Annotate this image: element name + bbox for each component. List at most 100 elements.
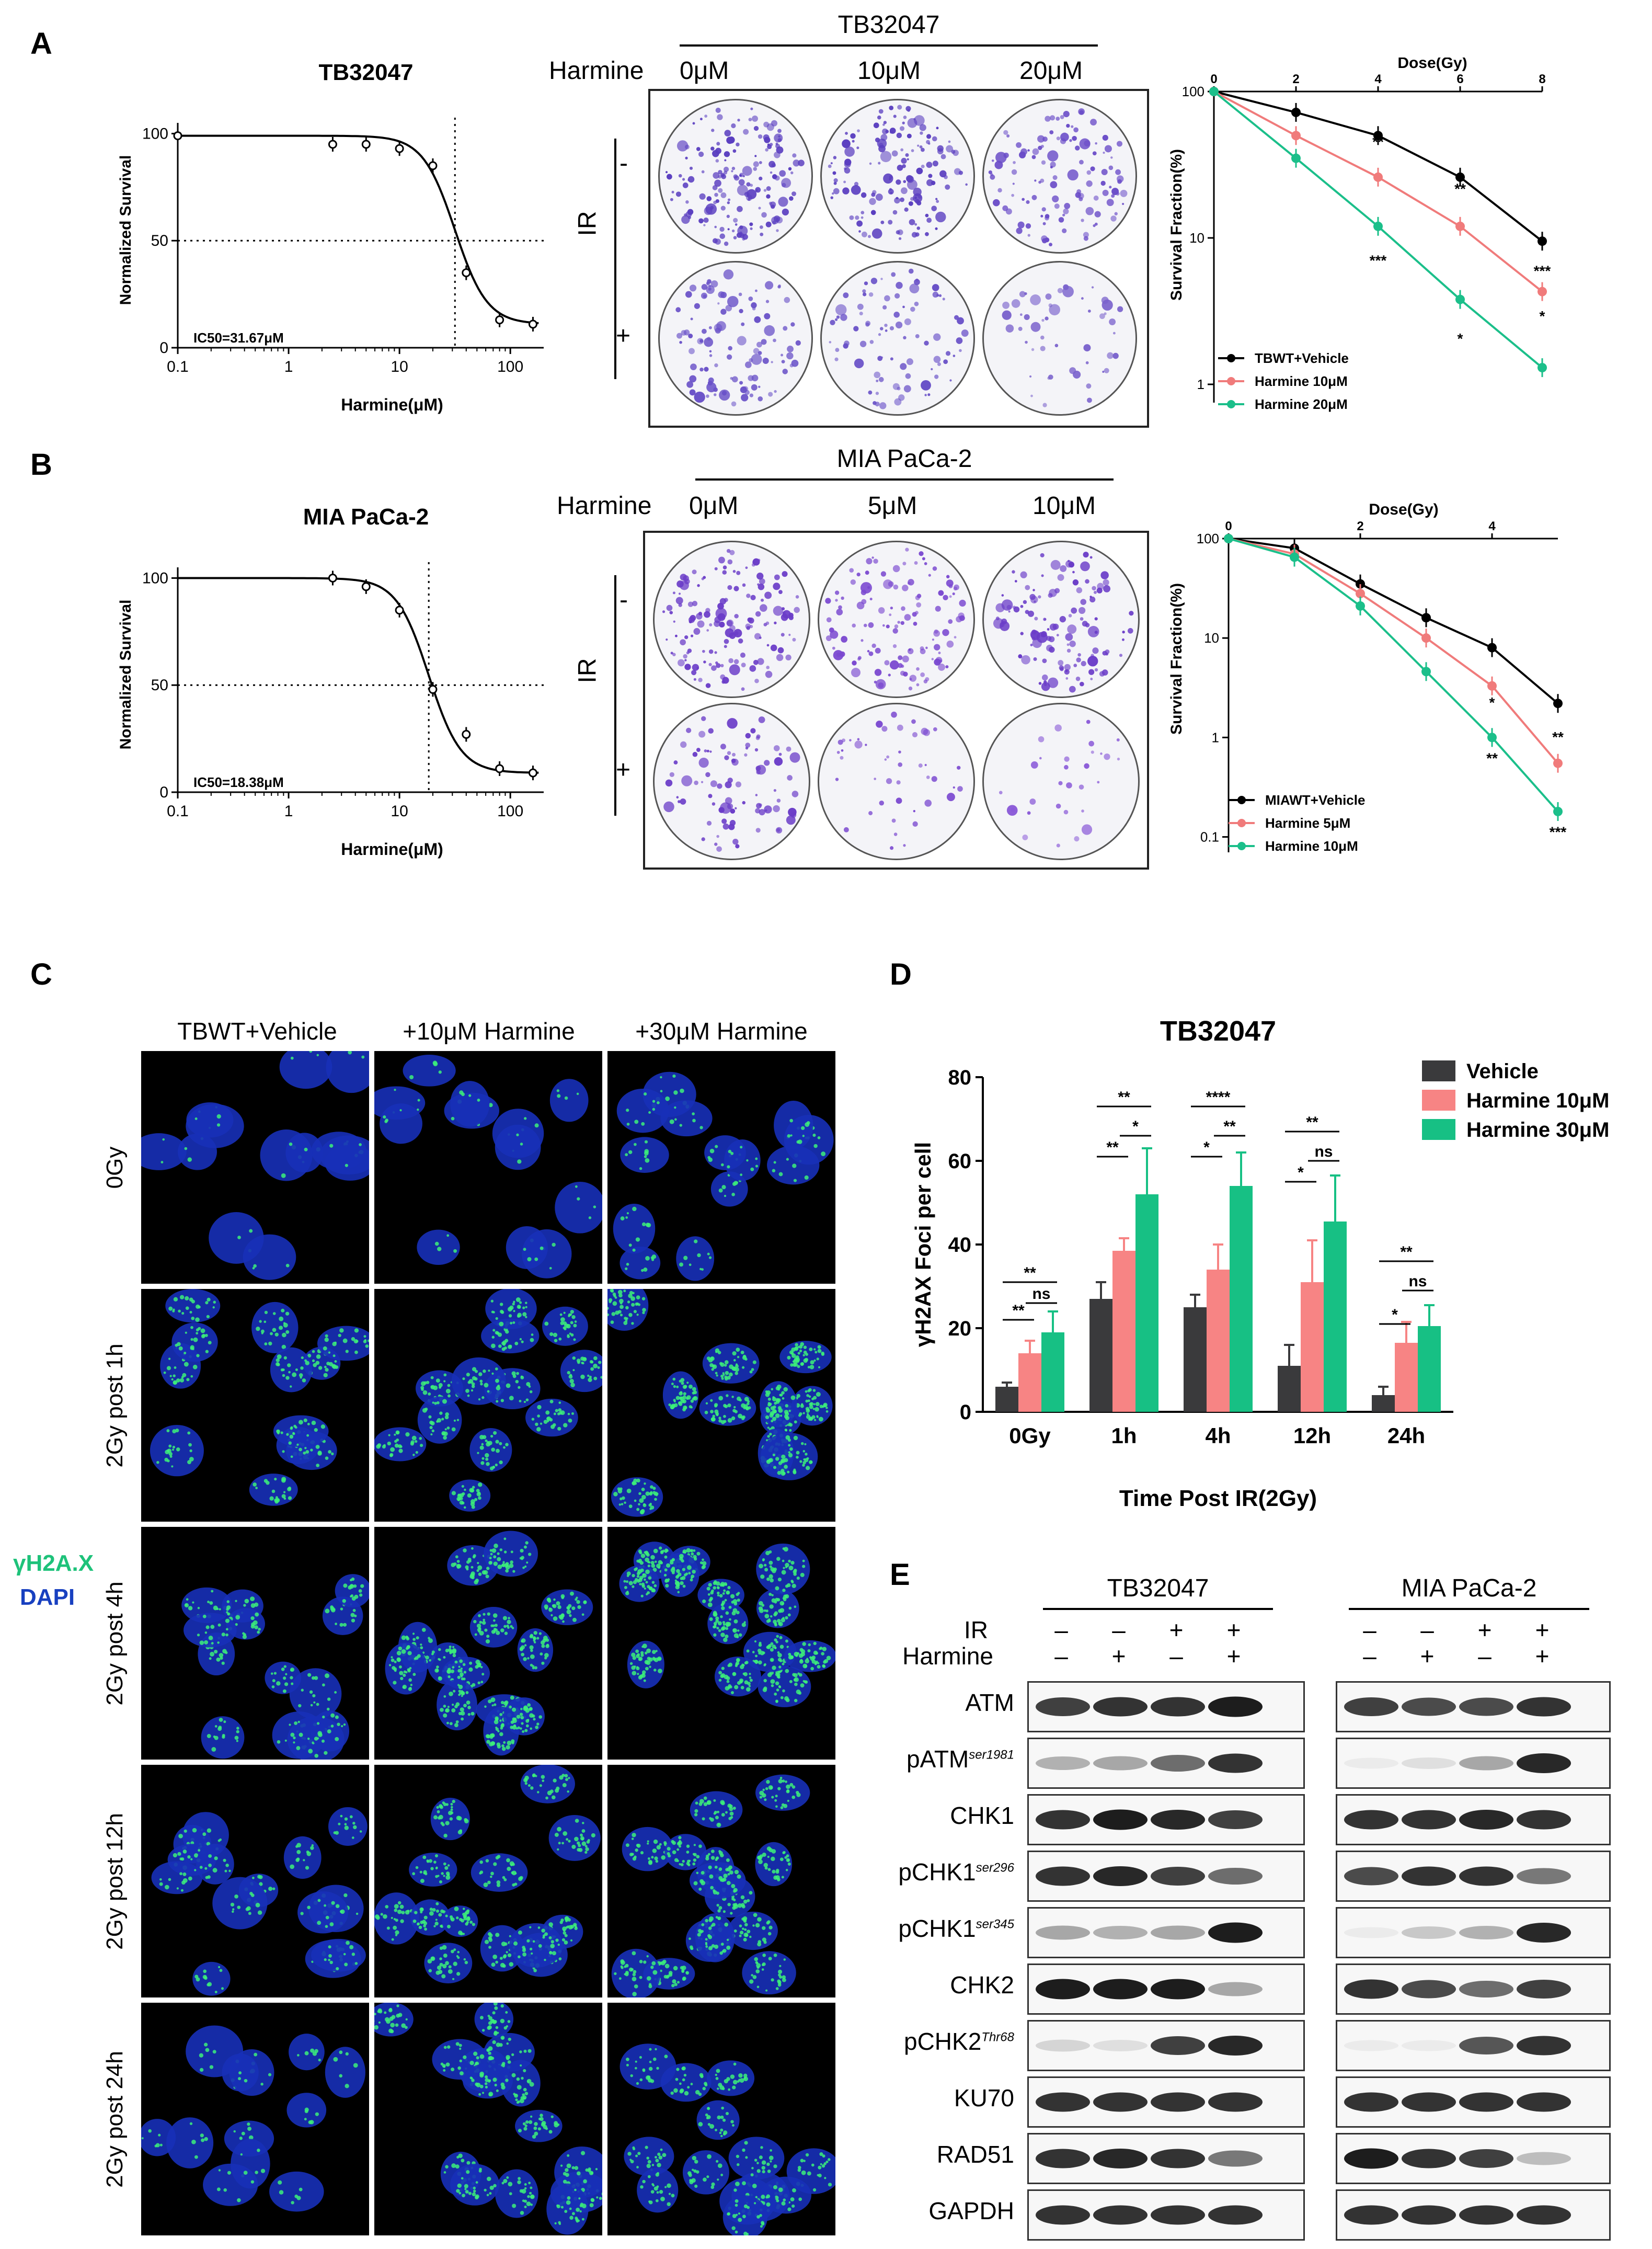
colony (832, 646, 835, 650)
colony (934, 374, 939, 379)
colony (745, 743, 751, 748)
foci (523, 1400, 526, 1403)
foci (532, 1665, 535, 1668)
foci (461, 1717, 464, 1721)
foci (421, 1628, 426, 1632)
colony (745, 194, 753, 201)
foci (679, 1391, 683, 1396)
foci (799, 1412, 802, 1416)
foci (771, 1684, 774, 1687)
colony (758, 207, 761, 210)
foci (173, 1853, 177, 1858)
foci (330, 1605, 334, 1609)
x-tick-label: 2 (1292, 72, 1299, 86)
colony (1074, 836, 1080, 842)
colony (917, 144, 920, 147)
ic50-title-a: TB32047 (318, 60, 413, 85)
foci (474, 1633, 477, 1636)
foci (773, 1875, 778, 1880)
foci (429, 1420, 433, 1425)
colony (940, 154, 946, 159)
foci (325, 1608, 330, 1614)
foci (268, 1341, 272, 1346)
foci (607, 1313, 610, 1316)
foci (185, 1296, 189, 1301)
foci (281, 1494, 286, 1499)
foci (754, 1659, 759, 1664)
foci (810, 1402, 813, 1406)
colony-dish (820, 261, 975, 416)
foci (723, 1414, 726, 1418)
foci (483, 1613, 486, 1616)
foci (541, 1928, 545, 1933)
foci (735, 1367, 739, 1372)
foci (303, 1451, 306, 1455)
colony (949, 379, 952, 382)
colony (1086, 383, 1092, 389)
colony (710, 280, 718, 288)
foci (461, 1092, 465, 1097)
foci (725, 1634, 729, 1639)
foci (636, 1314, 639, 1316)
foci (452, 1648, 457, 1653)
foci (455, 1720, 459, 1723)
colony (721, 174, 727, 179)
nucleus (260, 1129, 313, 1181)
foci (653, 1669, 657, 1672)
foci (206, 1297, 211, 1302)
foci (711, 1589, 714, 1593)
foci (752, 1651, 755, 1653)
foci (328, 1954, 332, 1958)
foci (533, 1639, 536, 1642)
foci (748, 1685, 751, 1687)
foci (193, 1853, 199, 1858)
foci (808, 1395, 811, 1398)
colony (765, 300, 770, 303)
colony (910, 197, 914, 201)
foci (255, 1487, 258, 1489)
foci (444, 1428, 447, 1431)
foci (434, 1922, 439, 1926)
foci (811, 1415, 816, 1419)
colony (765, 670, 773, 678)
foci (436, 1806, 439, 1809)
foci (512, 1863, 515, 1866)
colony (832, 192, 834, 195)
colony (857, 129, 860, 133)
foci (469, 1488, 474, 1493)
foci (440, 1909, 444, 1913)
foci (536, 1637, 540, 1640)
colony (835, 304, 847, 316)
foci (745, 1407, 750, 1411)
foci (716, 1413, 719, 1417)
colony (698, 757, 709, 768)
foci (541, 1775, 545, 1779)
foci (664, 1555, 668, 1559)
foci (638, 1492, 641, 1495)
colony (902, 655, 909, 663)
foci (812, 1133, 816, 1137)
colony (1100, 752, 1103, 755)
foci (475, 1369, 478, 1373)
colony (725, 628, 734, 637)
foci (682, 1385, 687, 1389)
foci (741, 1623, 746, 1627)
foci (724, 1599, 727, 1602)
foci (760, 1650, 765, 1656)
colony (735, 223, 738, 226)
foci (522, 1946, 525, 1949)
colony (1025, 340, 1028, 344)
foci (449, 1645, 452, 1648)
colony (844, 340, 850, 346)
foci (783, 1567, 785, 1569)
foci (274, 1498, 278, 1502)
data-point (328, 140, 337, 149)
foci (173, 1381, 177, 1385)
foci (555, 1409, 558, 1412)
colony (865, 744, 867, 746)
ic50-xlabel-b: Harmine(μM) (341, 840, 443, 859)
foci (663, 1974, 668, 1979)
colony (852, 623, 856, 628)
foci (555, 1938, 559, 1942)
data-point (395, 144, 404, 153)
